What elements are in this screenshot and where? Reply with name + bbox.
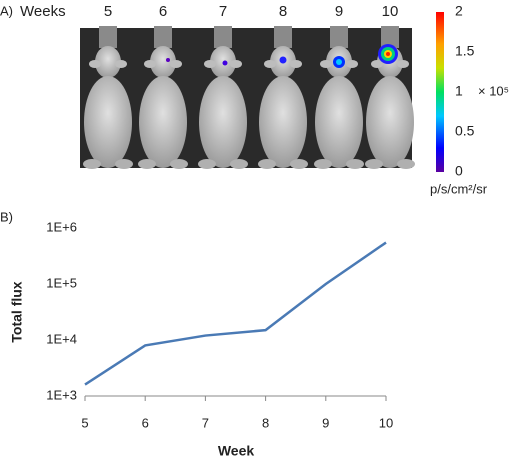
y-tick-label: 1E+4 [46, 331, 77, 346]
week-label: 6 [159, 3, 167, 20]
x-tick-label: 5 [81, 415, 88, 430]
x-axis-title: Week [218, 443, 255, 459]
colorbar [436, 12, 444, 172]
y-tick-label: 1E+6 [46, 219, 77, 234]
colorbar-tick-label: 1 [455, 83, 463, 99]
line [84, 241, 387, 386]
week-label: 10 [382, 3, 399, 20]
week-label: 5 [104, 3, 112, 20]
y-axis-title: Total flux [9, 281, 25, 342]
panel-label: A) [0, 3, 13, 18]
imaging-panel [80, 28, 412, 168]
y-tick-label: 1E+5 [46, 275, 77, 290]
colorbar-unit: p/s/cm²/sr [430, 181, 488, 196]
weeks-label: Weeks [20, 3, 66, 20]
panel-label: B) [0, 209, 13, 224]
week-label: 9 [335, 3, 343, 20]
colorbar-tick-label: 2 [455, 3, 463, 19]
x-tick-label: 10 [379, 415, 393, 430]
colorbar-multiplier: × 10⁵ [478, 83, 509, 98]
week-label: 8 [279, 3, 287, 20]
colorbar-tick-label: 1.5 [455, 43, 475, 59]
x-tick-label: 9 [322, 415, 329, 430]
colorbar-tick-label: 0 [455, 163, 463, 179]
mice [83, 26, 415, 169]
x-tick-label: 6 [142, 415, 149, 430]
y-tick-label: 1E+3 [46, 387, 77, 402]
x-tick-label: 7 [202, 415, 209, 430]
x-tick-label: 8 [262, 415, 269, 430]
colorbar-tick-label: 0.5 [455, 123, 475, 139]
week-label: 7 [219, 3, 227, 20]
